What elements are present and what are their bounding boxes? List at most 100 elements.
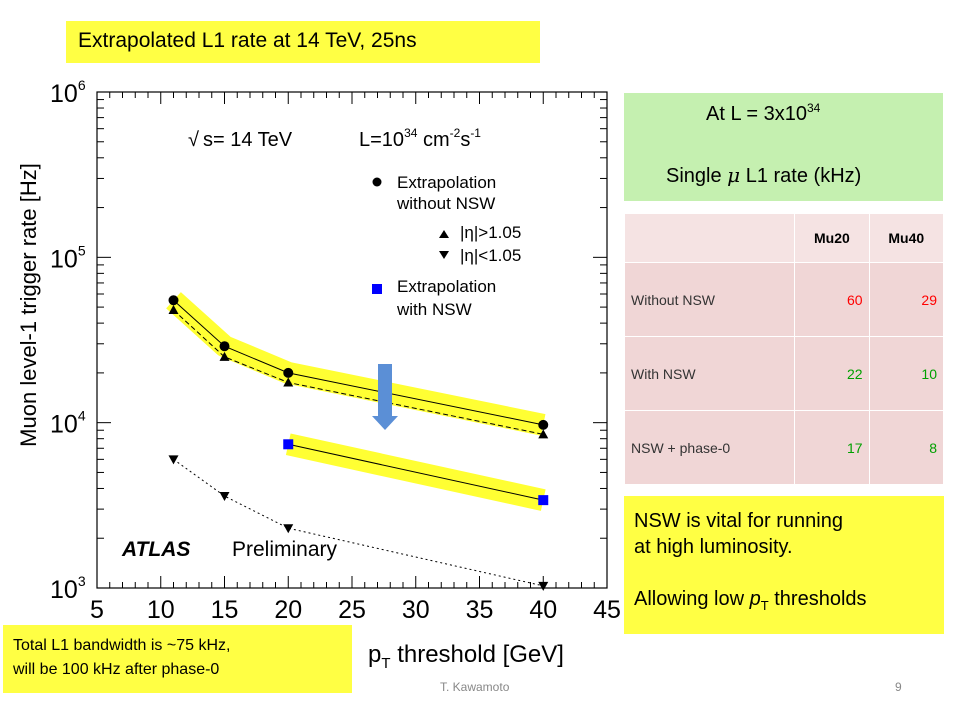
data-point-circle: [168, 295, 179, 306]
svg-text:L=1034 cm-2s-1: L=1034 cm-2s-1: [359, 126, 481, 151]
x-tick-label: 10: [147, 596, 175, 624]
data-point-triangle-up: [283, 377, 294, 387]
data-point-circle: [283, 367, 294, 378]
series-line: [173, 458, 544, 587]
arrow-shaft: [378, 364, 392, 416]
single-mu-rate-line: Single μ L1 rate (kHz): [666, 163, 862, 187]
legend-square-marker: [372, 284, 382, 294]
arrow-head: [372, 416, 398, 430]
x-tick-label: 40: [529, 596, 557, 624]
rate-table: Mu20 Mu40 Without NSW 60 29 With NSW 22 …: [623, 213, 945, 485]
cell-mu20: 60: [794, 262, 870, 337]
lumi-unit: cm: [417, 129, 449, 151]
legend-triangle-up-marker: [439, 230, 449, 238]
series-line: [288, 443, 544, 501]
lumi-label: L=1034 cm-2s-1: [359, 126, 481, 151]
atlas-text: ATLAS: [121, 538, 190, 561]
y-tick-base: 10: [50, 245, 78, 273]
x-axis-label: pT threshold [GeV]: [368, 641, 564, 672]
luminosity-exponent: 34: [807, 101, 821, 115]
legend-triangle-down-marker: [439, 251, 449, 259]
y-axis-label: Muon level-1 trigger rate [Hz]: [16, 163, 41, 447]
table-row: Without NSW 60 29: [623, 262, 945, 337]
lumi-unit-exp: -2: [450, 126, 461, 140]
note-p: p: [749, 588, 761, 610]
note-line-3: Allowing low pT thresholds: [634, 588, 867, 613]
note-spacer: [634, 560, 944, 586]
y-tick-base: 10: [50, 576, 78, 604]
cell-mu20: 22: [794, 336, 870, 411]
legend-with-nsw-2: with NSW: [396, 300, 472, 319]
luminosity-line: At L = 3x1034: [706, 101, 821, 125]
data-point-square: [538, 495, 549, 506]
y-tick-exp: 3: [78, 573, 86, 589]
lumi-s: s: [460, 129, 470, 151]
lumi-exp: 34: [404, 126, 418, 140]
footer-page-number: 9: [895, 680, 902, 694]
x-label-rest: threshold [GeV]: [391, 641, 564, 668]
data-point-triangle-up: [168, 305, 179, 315]
series-line: [173, 299, 544, 426]
footer-author: T. Kawamoto: [440, 680, 510, 694]
note-line-1: NSW is vital for running: [634, 510, 843, 532]
legend-without-nsw-2: without NSW: [396, 194, 495, 213]
y-tick-label: 105: [50, 242, 86, 273]
energy-label: √ s= 14 TeV: [188, 129, 293, 151]
x-tick-label: 5: [90, 596, 104, 624]
x-tick-label: 45: [593, 596, 621, 624]
cell-mu40: 8: [868, 410, 945, 485]
table-header-cell: Mu40: [868, 213, 945, 263]
x-tick-label: 20: [274, 596, 302, 624]
error-band: [166, 292, 546, 436]
legend-without-nsw-1: Extrapolation: [397, 173, 496, 192]
y-tick-label: 106: [50, 77, 86, 108]
row-label: Without NSW: [623, 262, 796, 337]
note-line-2: at high luminosity.: [634, 536, 793, 558]
data-point-circle: [538, 419, 549, 430]
y-tick-base: 10: [50, 80, 78, 108]
bandwidth-line-2: will be 100 kHz after phase-0: [13, 661, 220, 678]
lumi-s-exp: -1: [470, 126, 481, 140]
plot-frame: [96, 91, 608, 589]
legend-with-nsw-1: Extrapolation: [397, 277, 496, 296]
legend-eta-low: |η|<1.05: [460, 246, 521, 265]
sqrt-symbol: √: [188, 129, 199, 151]
svg-text:pT threshold [GeV]: pT threshold [GeV]: [368, 641, 564, 672]
data-point-triangle-down: [219, 492, 230, 502]
row-label: NSW + phase-0: [623, 410, 796, 485]
table-header-cell: [623, 213, 796, 263]
data-point-triangle-up: [219, 351, 230, 361]
table-row: NSW + phase-0 17 8: [623, 410, 945, 485]
preliminary-text: Preliminary: [232, 538, 338, 561]
atlas-label: ATLAS Preliminary: [121, 538, 338, 561]
y-tick-exp: 4: [78, 408, 86, 424]
data-point-triangle-down: [538, 581, 549, 591]
row-label: With NSW: [623, 336, 796, 411]
cell-mu40: 29: [868, 262, 945, 337]
luminosity-box: At L = 3x1034 Single μ L1 rate (kHz): [624, 93, 943, 201]
y-tick-label: 103: [50, 573, 86, 604]
x-tick-label: 35: [466, 596, 494, 624]
nsw-note: NSW is vital for running at high luminos…: [624, 496, 944, 634]
legend-circle-marker: [372, 177, 382, 187]
y-tick-exp: 5: [78, 242, 86, 258]
y-tick-base: 10: [50, 411, 78, 439]
data-point-square: [283, 439, 294, 450]
x-tick-label: 30: [402, 596, 430, 624]
table-header-cell: Mu20: [794, 213, 870, 263]
x-label-sub: T: [381, 655, 390, 672]
table-row: With NSW 22 10: [623, 336, 945, 411]
cell-mu40: 10: [868, 336, 945, 411]
series-line: [173, 309, 544, 435]
x-tick-label: 25: [338, 596, 366, 624]
legend: Extrapolation without NSW |η|>1.05 |η|<1…: [372, 173, 521, 319]
data-point-triangle-up: [538, 429, 549, 439]
energy-text: s= 14 TeV: [203, 129, 293, 151]
mu-symbol: μ: [727, 163, 741, 187]
x-label-p: p: [368, 641, 381, 668]
data-point-triangle-down: [168, 455, 179, 465]
note-sub: T: [760, 598, 769, 613]
data-point-triangle-down: [283, 524, 294, 534]
table-header-row: Mu20 Mu40: [623, 213, 945, 263]
